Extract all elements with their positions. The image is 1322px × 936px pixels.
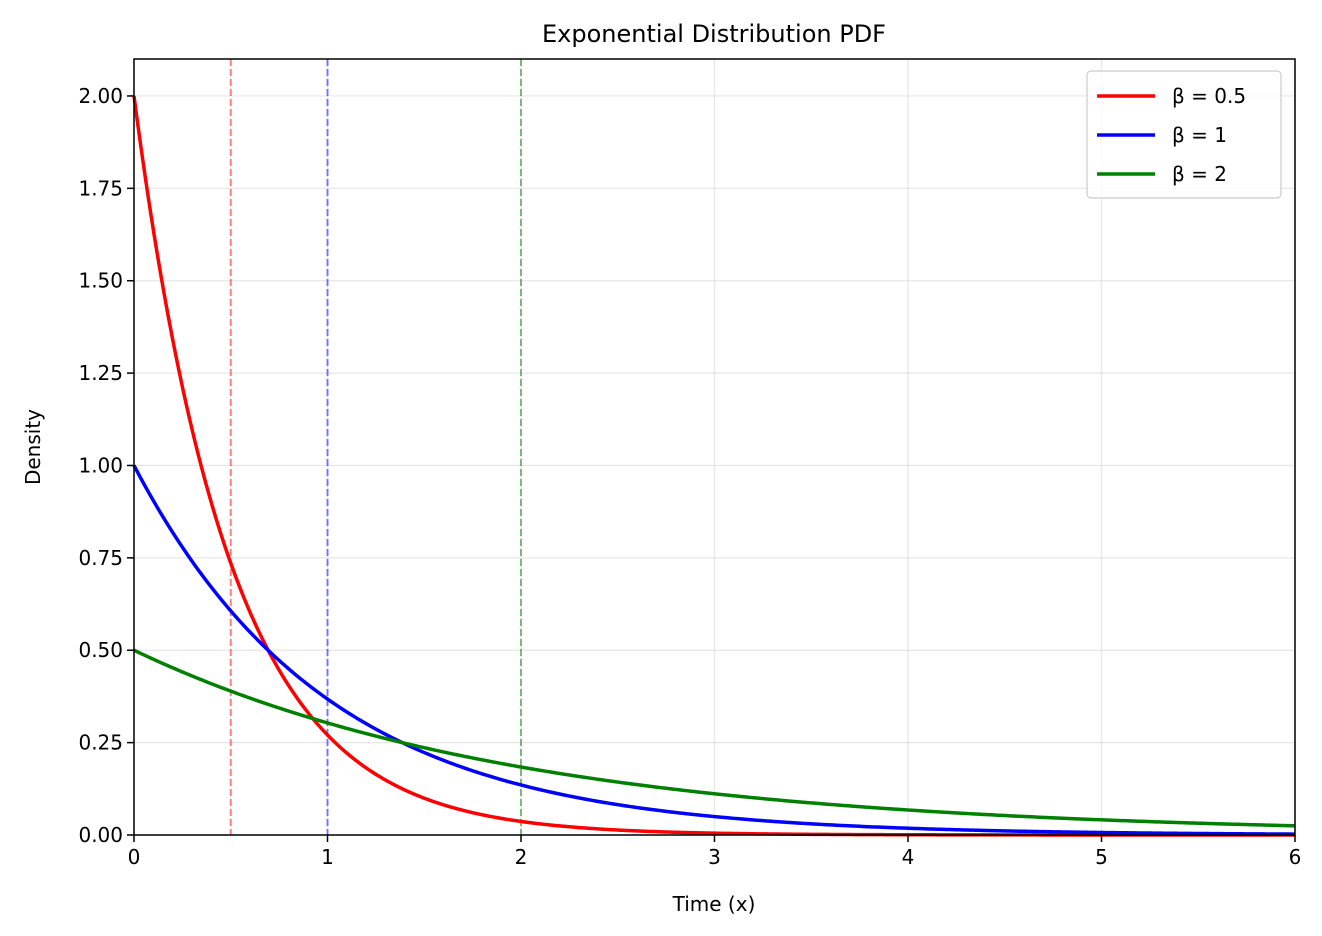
x-tick-label: 5 — [1095, 845, 1108, 869]
legend-label: β = 0.5 — [1172, 84, 1246, 108]
legend-label: β = 1 — [1172, 123, 1227, 147]
y-tick-label: 1.50 — [78, 269, 123, 293]
y-tick-label: 1.00 — [78, 453, 123, 477]
y-tick-label: 0.50 — [78, 638, 123, 662]
chart-title: Exponential Distribution PDF — [542, 20, 886, 48]
y-tick-label: 1.25 — [78, 361, 123, 385]
x-axis-ticks: 0 1 2 3 4 5 6 — [128, 835, 1302, 869]
x-tick-label: 3 — [708, 845, 721, 869]
y-tick-label: 2.00 — [78, 84, 123, 108]
series-line — [132, 464, 1296, 836]
x-tick-label: 0 — [128, 845, 141, 869]
x-tick-label: 6 — [1289, 845, 1302, 869]
y-tick-label: 0.00 — [78, 823, 123, 847]
y-tick-label: 0.25 — [78, 731, 123, 755]
x-tick-label: 2 — [515, 845, 528, 869]
series-line — [133, 648, 1296, 828]
legend-label: β = 2 — [1172, 162, 1227, 186]
x-axis-label: Time (x) — [672, 892, 756, 916]
x-tick-label: 4 — [902, 845, 915, 869]
y-axis-ticks: 0.00 0.25 0.50 0.75 1.00 1.25 1.50 1.75 2.00 — [78, 84, 134, 847]
y-tick-label: 0.75 — [78, 546, 123, 570]
legend: β = 0.5 β = 1 β = 2 — [1086, 70, 1282, 199]
legend-entries: β = 0.5 β = 1 β = 2 — [1097, 84, 1246, 186]
y-axis-label: Density — [21, 409, 45, 485]
y-tick-label: 1.75 — [78, 176, 123, 200]
reference-lines — [229, 59, 522, 835]
x-tick-label: 1 — [321, 845, 334, 869]
legend-box — [1086, 70, 1282, 199]
